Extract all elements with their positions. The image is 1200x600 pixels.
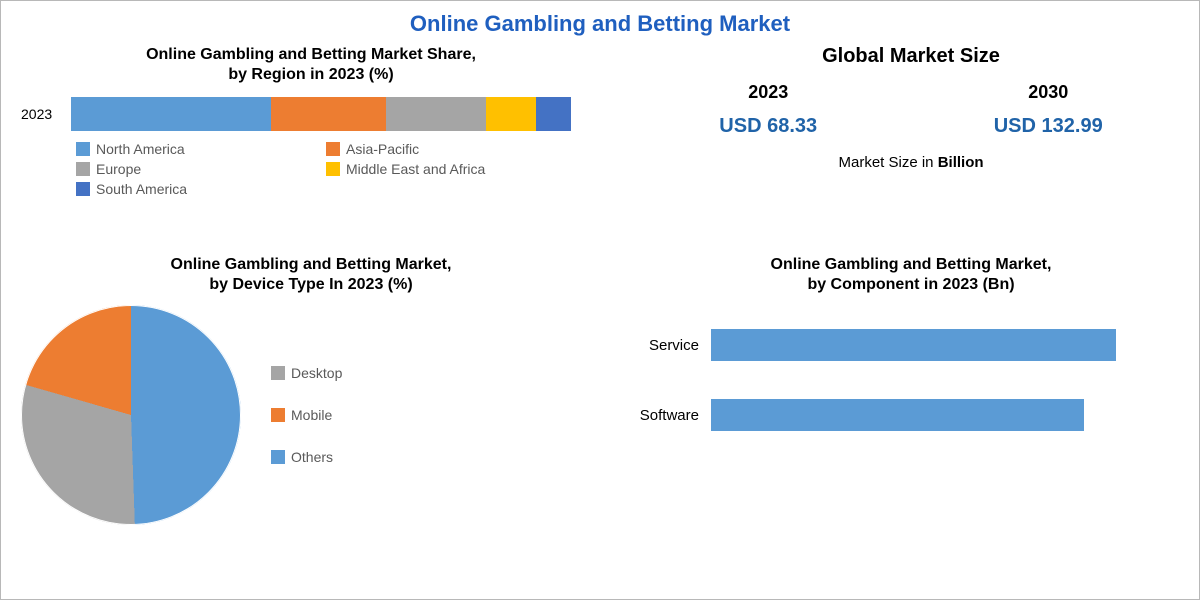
infographic-canvas: Online Gambling and Betting Market Onlin… — [0, 0, 1200, 600]
region-bar-segment — [486, 97, 536, 131]
gms-column: 2030 USD 132.99 — [994, 82, 1103, 138]
region-share-bar-wrap: 2023 — [21, 97, 601, 131]
legend-swatch — [76, 182, 90, 196]
device-pie-legend: Desktop Mobile Others — [271, 365, 342, 465]
legend-label: Mobile — [291, 407, 332, 423]
region-legend-item: Middle East and Africa — [326, 161, 536, 177]
title-line: Online Gambling and Betting Market Share… — [146, 46, 476, 63]
legend-swatch — [326, 142, 340, 156]
main-title-text: Online Gambling and Betting Market — [410, 11, 790, 36]
gms-year: 2030 — [1028, 82, 1068, 103]
region-bar-segment — [271, 97, 386, 131]
component-bar-label: Software — [631, 407, 711, 424]
component-bar-panel: Online Gambling and Betting Market, by Co… — [631, 255, 1191, 555]
title-line: Online Gambling and Betting Market, — [771, 256, 1052, 273]
region-share-title: Online Gambling and Betting Market Share… — [21, 45, 601, 85]
gms-year: 2023 — [748, 82, 788, 103]
region-share-bar — [71, 97, 571, 131]
legend-label: Desktop — [291, 365, 342, 381]
legend-label: South America — [96, 181, 187, 197]
region-legend-item: South America — [76, 181, 286, 197]
component-bar-fill — [711, 399, 1084, 431]
device-pie-title: Online Gambling and Betting Market, by De… — [21, 255, 601, 295]
legend-swatch — [271, 408, 285, 422]
component-bar-title: Online Gambling and Betting Market, by Co… — [631, 255, 1191, 295]
global-market-size-note: Market Size in Billion — [631, 154, 1191, 171]
component-bar-track — [711, 399, 1191, 431]
global-market-size-columns: 2023 USD 68.33 2030 USD 132.99 — [631, 82, 1191, 138]
gms-value: USD 68.33 — [719, 115, 817, 138]
legend-swatch — [271, 366, 285, 380]
gms-note-prefix: Market Size in — [838, 154, 937, 171]
legend-swatch — [271, 450, 285, 464]
chart-grid: Online Gambling and Betting Market Share… — [21, 45, 1179, 555]
main-title: Online Gambling and Betting Market — [21, 11, 1179, 37]
legend-label: Others — [291, 449, 333, 465]
component-bar-label: Service — [631, 337, 711, 354]
device-legend-item: Mobile — [271, 407, 342, 423]
region-legend-item: Europe — [76, 161, 286, 177]
legend-swatch — [326, 162, 340, 176]
legend-label: Asia-Pacific — [346, 141, 419, 157]
device-pie-panel: Online Gambling and Betting Market, by De… — [21, 255, 601, 555]
region-bar-segment — [386, 97, 486, 131]
legend-label: Europe — [96, 161, 141, 177]
title-line: Online Gambling and Betting Market, — [171, 256, 452, 273]
device-legend-item: Others — [271, 449, 342, 465]
component-bar-area: Service Software — [631, 325, 1191, 435]
region-bar-segment — [71, 97, 271, 131]
legend-swatch — [76, 162, 90, 176]
component-bar-row: Service — [631, 325, 1191, 365]
region-legend-item: North America — [76, 141, 286, 157]
component-bar-row: Software — [631, 395, 1191, 435]
title-line: by Component in 2023 (Bn) — [807, 276, 1014, 293]
legend-label: Middle East and Africa — [346, 161, 485, 177]
device-pie-chart — [21, 305, 241, 525]
gms-value: USD 132.99 — [994, 115, 1103, 138]
global-market-size-panel: Global Market Size 2023 USD 68.33 2030 USD … — [631, 45, 1191, 245]
legend-label: North America — [96, 141, 185, 157]
region-bar-segment — [536, 97, 571, 131]
component-bar-track — [711, 329, 1191, 361]
title-line: by Device Type In 2023 (%) — [209, 276, 412, 293]
region-share-panel: Online Gambling and Betting Market Share… — [21, 45, 601, 245]
title-line: by Region in 2023 (%) — [228, 66, 393, 83]
device-legend-item: Desktop — [271, 365, 342, 381]
region-share-ylabel: 2023 — [21, 106, 71, 122]
region-share-legend: North America Asia-Pacific Europe Middle Ea… — [76, 141, 576, 197]
gms-note-bold: Billion — [938, 154, 984, 171]
component-bar-fill — [711, 329, 1116, 361]
legend-swatch — [76, 142, 90, 156]
gms-column: 2023 USD 68.33 — [719, 82, 817, 138]
region-legend-item: Asia-Pacific — [326, 141, 536, 157]
global-market-size-title: Global Market Size — [631, 45, 1191, 68]
device-pie-wrap: Desktop Mobile Others — [21, 305, 601, 525]
